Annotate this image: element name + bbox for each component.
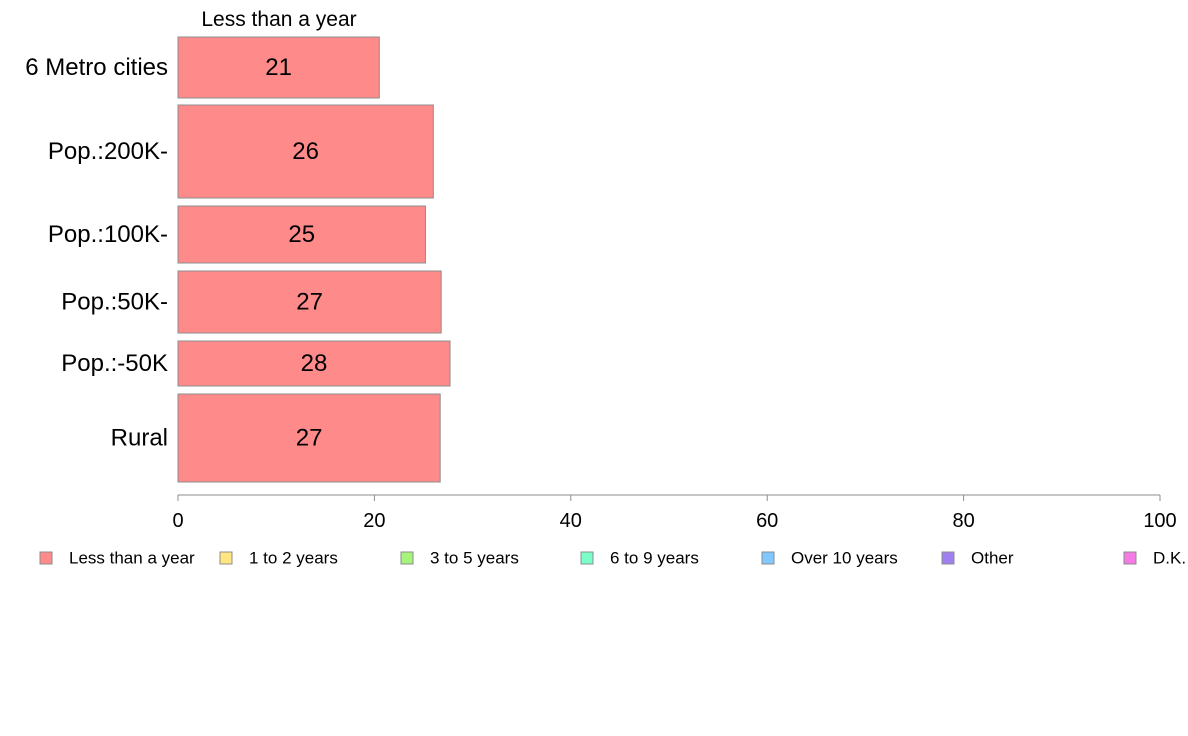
legend-label: Less than a year [69, 549, 195, 568]
bar [177, 104, 434, 199]
legend-label: 3 to 5 years [430, 549, 519, 568]
column-header: Less than a year [201, 8, 356, 31]
bar [177, 270, 442, 334]
x-tick-label: 20 [363, 510, 385, 532]
bars: 6 Metro cities 21 Pop.:200K- 26 Pop.:100K- 25… [25, 36, 451, 483]
category-label: Pop.:200K- [48, 138, 168, 165]
legend-label: 6 to 9 years [610, 549, 699, 568]
bar [177, 205, 426, 264]
legend-swatch [941, 551, 955, 565]
bar [177, 340, 451, 387]
x-tick-label: 40 [560, 510, 582, 532]
category-label: Pop.:100K- [48, 221, 168, 248]
bar-value-label: 26 [292, 138, 319, 165]
category-label: Pop.:-50K [61, 350, 168, 377]
category-label: Rural [111, 425, 168, 452]
legend-swatch [219, 551, 233, 565]
bar-value-label: 28 [301, 350, 328, 377]
x-tick-label: 80 [952, 510, 974, 532]
legend-label: Over 10 years [791, 549, 898, 568]
bar-value-label: 27 [296, 289, 323, 316]
legend-label: 1 to 2 years [249, 549, 338, 568]
category-label: 6 Metro cities [25, 54, 168, 81]
x-tick-label: 60 [756, 510, 778, 532]
bar [177, 36, 380, 99]
legend: Less than a year 1 to 2 years 3 to 5 years… [39, 549, 1186, 568]
legend-swatch [39, 551, 53, 565]
bar-value-label: 25 [288, 221, 315, 248]
legend-swatch [1123, 551, 1137, 565]
legend-swatch [580, 551, 594, 565]
legend-swatch [761, 551, 775, 565]
legend-label: D.K. [1153, 549, 1186, 568]
x-tick-label: 100 [1143, 510, 1176, 532]
bar [177, 393, 441, 483]
x-tick-label: 0 [172, 510, 183, 532]
category-label: Pop.:50K- [61, 289, 168, 316]
legend-swatch [400, 551, 414, 565]
bar-value-label: 27 [296, 425, 323, 452]
bar-value-label: 21 [265, 54, 292, 81]
x-axis: 0 20 40 60 80 100 [172, 494, 1177, 532]
legend-label: Other [971, 549, 1014, 568]
